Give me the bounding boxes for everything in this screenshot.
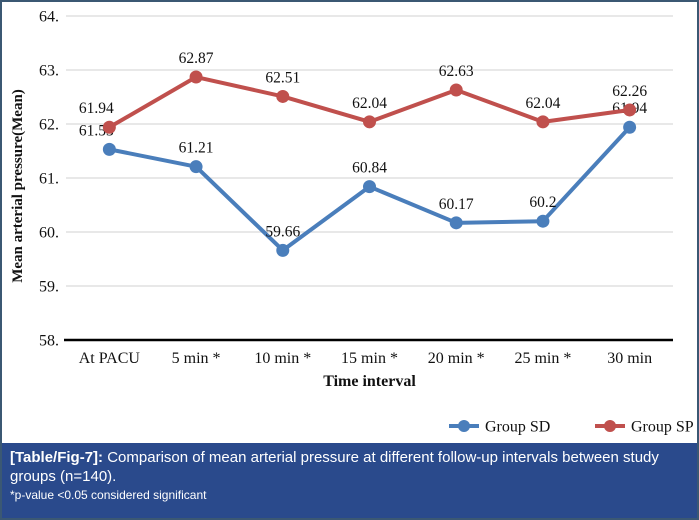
x-tick-label: 25 min * bbox=[514, 350, 571, 367]
x-tick-label: 15 min * bbox=[341, 350, 398, 367]
y-axis-ticks: 58. 59. 60. 61. 62. 63. 64. bbox=[39, 9, 59, 350]
data-point bbox=[102, 142, 116, 156]
chart-panel: 58. 59. 60. 61. 62. 63. 64. Mean arterial press… bbox=[2, 2, 697, 443]
x-tick-label: 10 min * bbox=[254, 350, 311, 367]
y-tick-label: 64. bbox=[39, 9, 59, 26]
data-label: 60.17 bbox=[439, 196, 474, 213]
x-tick-label: At PACU bbox=[79, 350, 141, 367]
data-point bbox=[363, 115, 376, 129]
data-point bbox=[363, 180, 376, 194]
y-axis-title: Mean arterial pressure(Mean) bbox=[10, 89, 26, 283]
legend: Group SD Group SP bbox=[449, 419, 694, 436]
data-label: 62.04 bbox=[525, 95, 560, 112]
data-label: 62.26 bbox=[612, 83, 647, 100]
data-label: 62.04 bbox=[352, 95, 387, 112]
x-axis-ticks: At PACU 5 min * 10 min * 15 min * 20 min * 25… bbox=[79, 350, 652, 367]
caption-tag: [Table/Fig-7]: bbox=[10, 449, 104, 466]
y-tick-label: 58. bbox=[39, 333, 59, 350]
legend-marker bbox=[604, 420, 616, 432]
data-point bbox=[276, 89, 290, 103]
data-point bbox=[449, 216, 463, 230]
caption-text: Comparison of mean arterial pressure at … bbox=[10, 449, 659, 485]
caption-bar: [Table/Fig-7]: Comparison of mean arteri… bbox=[2, 443, 697, 518]
legend-marker bbox=[458, 420, 470, 432]
data-point bbox=[276, 243, 290, 257]
y-tick-label: 61. bbox=[39, 171, 59, 188]
series-group-sp: 61.94 62.87 62.51 62.04 62.63 62.04 62.26 bbox=[79, 50, 647, 134]
x-axis-title: Time interval bbox=[323, 373, 416, 390]
data-point bbox=[102, 120, 116, 134]
caption-main: [Table/Fig-7]: Comparison of mean arteri… bbox=[10, 448, 689, 486]
y-tick-label: 62. bbox=[39, 117, 59, 134]
data-point bbox=[623, 103, 637, 117]
data-point bbox=[536, 214, 550, 228]
data-point bbox=[623, 120, 637, 134]
data-point bbox=[189, 70, 203, 84]
data-label: 62.63 bbox=[439, 63, 474, 80]
data-label: 62.51 bbox=[265, 69, 300, 86]
y-tick-label: 59. bbox=[39, 279, 59, 296]
data-label: 61.21 bbox=[179, 140, 214, 157]
data-label: 59.66 bbox=[265, 223, 300, 240]
data-label: 60.84 bbox=[352, 160, 387, 177]
legend-label: Group SP bbox=[631, 419, 694, 436]
data-label: 60.2 bbox=[529, 194, 556, 211]
x-tick-label: 20 min * bbox=[428, 350, 485, 367]
x-tick-label: 5 min * bbox=[172, 350, 221, 367]
gridlines bbox=[66, 15, 673, 287]
data-label: 61.94 bbox=[79, 100, 114, 117]
line-chart: 58. 59. 60. 61. 62. 63. 64. Mean arterial press… bbox=[10, 9, 694, 436]
y-tick-label: 63. bbox=[39, 63, 59, 80]
data-point bbox=[449, 83, 463, 97]
data-point bbox=[189, 160, 203, 174]
data-point bbox=[536, 115, 550, 129]
caption-note: *p-value <0.05 considered significant bbox=[10, 488, 207, 502]
x-tick-label: 30 min bbox=[607, 350, 652, 367]
y-tick-label: 60. bbox=[39, 225, 59, 242]
legend-label: Group SD bbox=[485, 419, 550, 436]
data-label: 62.87 bbox=[179, 50, 214, 67]
